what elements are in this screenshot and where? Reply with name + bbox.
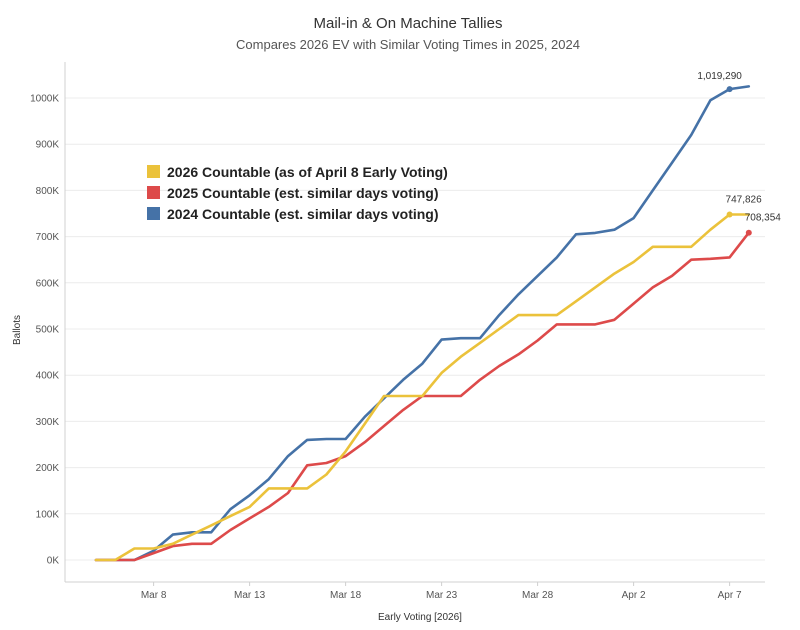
chart-title: Mail-in & On Machine Tallies <box>314 15 503 32</box>
legend-label-1: 2025 Countable (est. similar days voting… <box>167 185 439 201</box>
y-tick-label: 200K <box>36 463 60 474</box>
series-line-2 <box>94 85 751 562</box>
y-tick-label: 900K <box>36 140 60 151</box>
series-line-0 <box>94 213 751 562</box>
end-markers: 747,826 708,354 1,019,290 <box>697 71 781 236</box>
end-label-2: 1,019,290 <box>697 71 742 82</box>
x-tick-label: Mar 13 <box>234 590 266 601</box>
x-axis-label: Early Voting [2026] <box>378 612 462 623</box>
y-tick-label: 400K <box>36 371 60 382</box>
x-tick-label: Apr 7 <box>718 590 742 601</box>
chart-subtitle: Compares 2026 EV with Similar Voting Tim… <box>236 37 580 52</box>
legend: 2026 Countable (as of April 8 Early Voti… <box>147 164 448 222</box>
series-lines <box>94 85 751 562</box>
end-marker-2 <box>726 86 733 93</box>
legend-swatch-1 <box>147 186 160 199</box>
x-tick-label: Apr 2 <box>622 590 646 601</box>
legend-swatch-0 <box>147 165 160 178</box>
y-tick-label: 0K <box>47 556 60 567</box>
legend-label-0: 2026 Countable (as of April 8 Early Voti… <box>167 164 448 180</box>
end-marker-1 <box>745 229 752 236</box>
legend-label-2: 2024 Countable (est. similar days voting… <box>167 206 439 222</box>
y-tick-label: 600K <box>36 278 60 289</box>
x-tick-label: Mar 8 <box>141 590 167 601</box>
x-tick-label: Mar 23 <box>426 590 458 601</box>
y-tick-label: 1000K <box>30 94 59 105</box>
y-tick-label: 700K <box>36 232 60 243</box>
legend-swatch-2 <box>147 207 160 220</box>
grid <box>65 97 765 561</box>
axes: 0K 100K 200K 300K 400K 500K 600K 700K 800K 900K 10… <box>30 62 765 601</box>
y-tick-label: 300K <box>36 417 60 428</box>
y-tick-label: 500K <box>36 325 60 336</box>
end-marker-0 <box>726 211 733 218</box>
x-tick-label: Mar 18 <box>330 590 362 601</box>
end-label-1: 708,354 <box>745 213 782 224</box>
y-axis-label: Ballots <box>12 315 23 345</box>
y-tick-label: 100K <box>36 509 60 520</box>
y-tick-label: 800K <box>36 186 60 197</box>
x-tick-label: Mar 28 <box>522 590 554 601</box>
end-label-0: 747,826 <box>726 195 763 206</box>
